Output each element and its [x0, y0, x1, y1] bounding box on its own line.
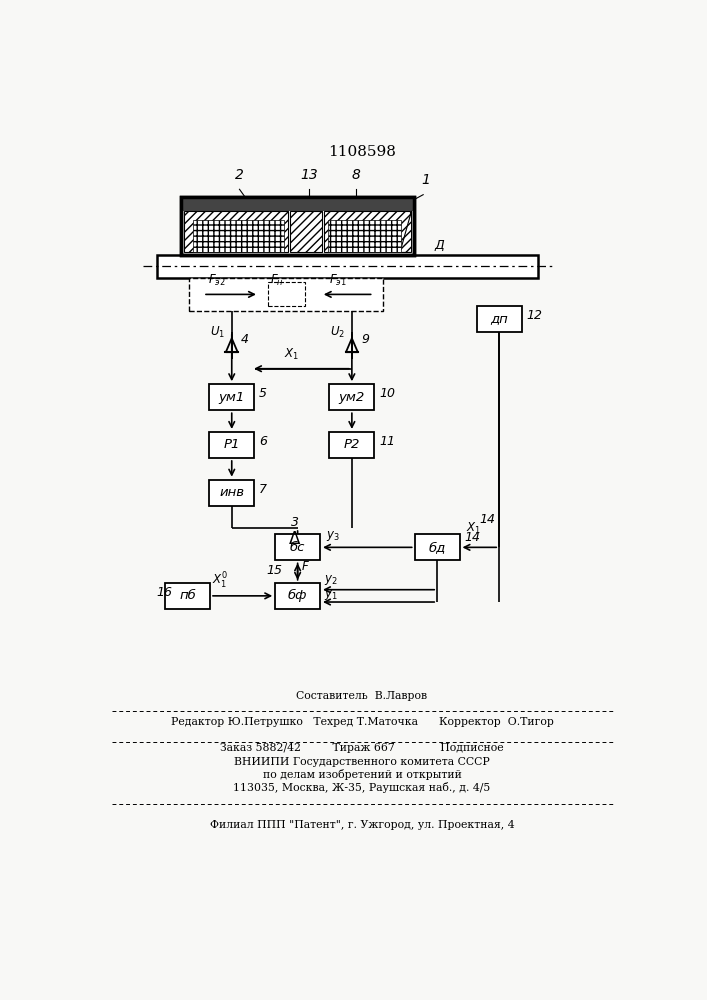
Text: 13: 13: [300, 168, 318, 182]
Text: 1: 1: [421, 173, 430, 187]
Bar: [414, 534, 460, 560]
Bar: [182, 197, 414, 255]
Text: $F_{э1}$: $F_{э1}$: [329, 273, 346, 288]
Text: 2: 2: [235, 168, 244, 182]
Text: 1108598: 1108598: [328, 145, 396, 159]
Text: $y_2$: $y_2$: [324, 573, 338, 587]
Text: 11: 11: [379, 435, 395, 448]
Text: бд: бд: [428, 541, 445, 554]
Bar: [275, 534, 320, 560]
Bar: [184, 211, 288, 252]
Bar: [189, 278, 383, 311]
Bar: [193, 220, 284, 252]
Bar: [275, 583, 320, 609]
Text: 14: 14: [464, 531, 480, 544]
Text: $X_1$: $X_1$: [466, 521, 481, 536]
Text: пб: пб: [179, 589, 196, 602]
Text: бс: бс: [290, 541, 305, 554]
Bar: [329, 384, 374, 410]
Text: 6: 6: [259, 435, 267, 448]
Bar: [182, 197, 414, 211]
Text: Р1: Р1: [223, 438, 240, 451]
Text: 3: 3: [291, 516, 300, 529]
Text: 7: 7: [259, 483, 267, 496]
Text: Составитель  В.Лавров: Составитель В.Лавров: [296, 691, 428, 701]
Text: $y_1$: $y_1$: [324, 588, 338, 602]
Bar: [156, 255, 538, 278]
Text: дп: дп: [490, 312, 508, 325]
Text: Филиал ППП "Патент", г. Ужгород, ул. Проектная, 4: Филиал ППП "Патент", г. Ужгород, ул. Про…: [210, 820, 514, 830]
Text: 12: 12: [526, 309, 542, 322]
Bar: [182, 197, 414, 255]
Text: 4: 4: [241, 333, 249, 346]
Text: ум2: ум2: [339, 391, 365, 404]
Text: $F_{н}$: $F_{н}$: [271, 273, 284, 288]
Polygon shape: [400, 211, 411, 252]
Text: 9: 9: [361, 333, 369, 346]
Text: ВНИИПИ Государственного комитета СССР: ВНИИПИ Государственного комитета СССР: [234, 757, 490, 767]
Bar: [290, 211, 322, 252]
Text: $y_3$: $y_3$: [327, 529, 340, 543]
Text: бф: бф: [288, 589, 308, 602]
Text: 14: 14: [480, 513, 496, 526]
Text: по делам изобретений и открытий: по делам изобретений и открытий: [262, 769, 462, 780]
Text: 8: 8: [351, 168, 360, 182]
Bar: [209, 480, 255, 506]
Text: Δ: Δ: [289, 530, 300, 548]
Text: Р2: Р2: [344, 438, 360, 451]
Text: ум1: ум1: [218, 391, 245, 404]
Text: $F_{э2}$: $F_{э2}$: [209, 273, 226, 288]
Text: инв: инв: [219, 486, 244, 499]
Bar: [209, 384, 255, 410]
Text: 5: 5: [259, 387, 267, 400]
Bar: [209, 432, 255, 458]
Bar: [165, 583, 210, 609]
Text: Редактор Ю.Петрушко   Техред Т.Маточка      Корректор  О.Тигор: Редактор Ю.Петрушко Техред Т.Маточка Кор…: [170, 717, 554, 727]
Text: Д: Д: [435, 239, 445, 252]
Bar: [328, 220, 401, 252]
Bar: [268, 282, 305, 306]
Text: $X_1$: $X_1$: [284, 347, 299, 362]
Text: Заказ 5882/42         Тираж 667             Подписное: Заказ 5882/42 Тираж 667 Подписное: [220, 743, 504, 753]
Bar: [324, 211, 410, 252]
Text: 15: 15: [267, 564, 283, 577]
Text: 16: 16: [156, 586, 173, 599]
Bar: [477, 306, 522, 332]
Text: F: F: [301, 560, 308, 573]
Text: 10: 10: [379, 387, 395, 400]
Text: 113035, Москва, Ж-35, Раушская наб., д. 4/5: 113035, Москва, Ж-35, Раушская наб., д. …: [233, 782, 491, 793]
Text: $X_1^0$: $X_1^0$: [212, 571, 228, 591]
Text: $U_1$: $U_1$: [210, 325, 225, 340]
Bar: [329, 432, 374, 458]
Text: $U_2$: $U_2$: [330, 325, 345, 340]
